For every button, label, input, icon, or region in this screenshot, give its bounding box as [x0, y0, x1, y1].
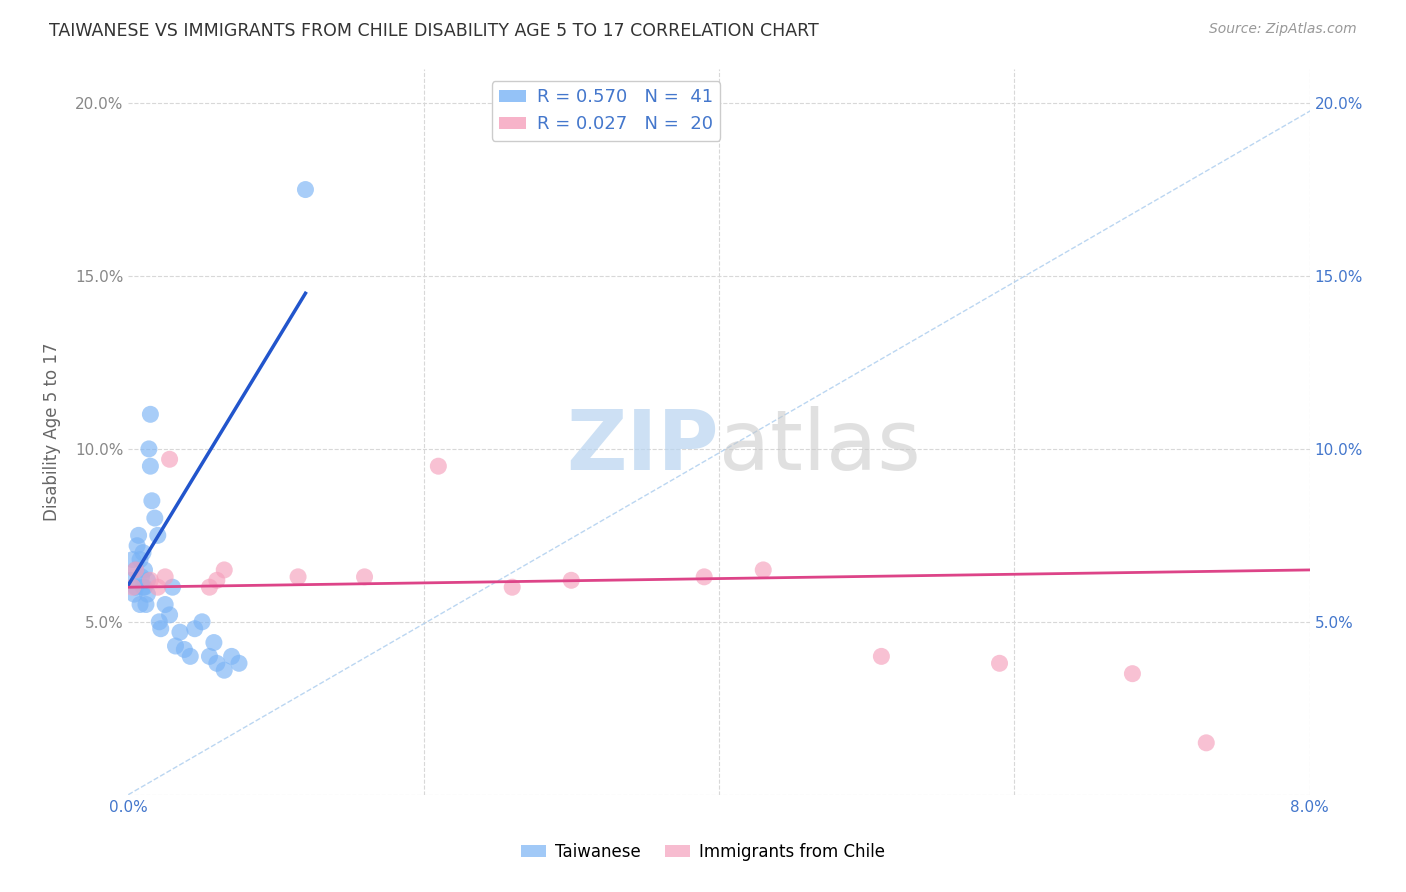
Text: Source: ZipAtlas.com: Source: ZipAtlas.com: [1209, 22, 1357, 37]
Point: [560, 574, 582, 588]
Point: [139, 407, 162, 421]
Point: [1195, 736, 1218, 750]
Point: [198, 580, 221, 594]
Point: [132, 580, 155, 594]
Point: [1121, 666, 1143, 681]
Point: [752, 563, 775, 577]
Point: [228, 657, 250, 671]
Point: [287, 570, 309, 584]
Point: [501, 580, 523, 594]
Point: [173, 642, 195, 657]
Point: [128, 528, 150, 542]
Point: [427, 459, 450, 474]
Point: [127, 539, 149, 553]
Point: [143, 511, 166, 525]
Y-axis label: Disability Age 5 to 17: Disability Age 5 to 17: [44, 343, 60, 521]
Point: [353, 570, 375, 584]
Point: [870, 649, 893, 664]
Text: atlas: atlas: [718, 406, 921, 487]
Point: [132, 546, 155, 560]
Point: [124, 563, 146, 577]
Point: [146, 580, 169, 594]
Point: [139, 574, 162, 588]
Point: [191, 615, 214, 629]
Point: [138, 442, 160, 456]
Point: [148, 615, 170, 629]
Point: [179, 649, 201, 664]
Point: [141, 493, 163, 508]
Point: [146, 528, 169, 542]
Point: [129, 552, 152, 566]
Point: [124, 563, 146, 577]
Point: [124, 580, 146, 594]
Point: [988, 657, 1011, 671]
Point: [136, 574, 159, 588]
Text: TAIWANESE VS IMMIGRANTS FROM CHILE DISABILITY AGE 5 TO 17 CORRELATION CHART: TAIWANESE VS IMMIGRANTS FROM CHILE DISAB…: [49, 22, 818, 40]
Point: [153, 598, 176, 612]
Point: [121, 580, 143, 594]
Point: [136, 587, 159, 601]
Point: [205, 574, 228, 588]
Point: [693, 570, 716, 584]
Point: [202, 635, 225, 649]
Point: [153, 570, 176, 584]
Point: [183, 622, 205, 636]
Point: [134, 563, 156, 577]
Point: [212, 563, 235, 577]
Point: [221, 649, 243, 664]
Point: [131, 570, 153, 584]
Point: [149, 622, 172, 636]
Point: [205, 657, 228, 671]
Point: [120, 574, 142, 588]
Legend: Taiwanese, Immigrants from Chile: Taiwanese, Immigrants from Chile: [515, 837, 891, 868]
Point: [135, 598, 157, 612]
Point: [159, 452, 181, 467]
Point: [294, 182, 316, 196]
Text: ZIP: ZIP: [567, 406, 718, 487]
Point: [134, 580, 156, 594]
Point: [159, 607, 181, 622]
Point: [212, 663, 235, 677]
Legend: R = 0.570   N =  41, R = 0.027   N =  20: R = 0.570 N = 41, R = 0.027 N = 20: [492, 81, 720, 141]
Point: [121, 552, 143, 566]
Point: [165, 639, 187, 653]
Point: [198, 649, 221, 664]
Point: [169, 625, 191, 640]
Point: [129, 598, 152, 612]
Point: [139, 459, 162, 474]
Point: [162, 580, 184, 594]
Point: [122, 587, 145, 601]
